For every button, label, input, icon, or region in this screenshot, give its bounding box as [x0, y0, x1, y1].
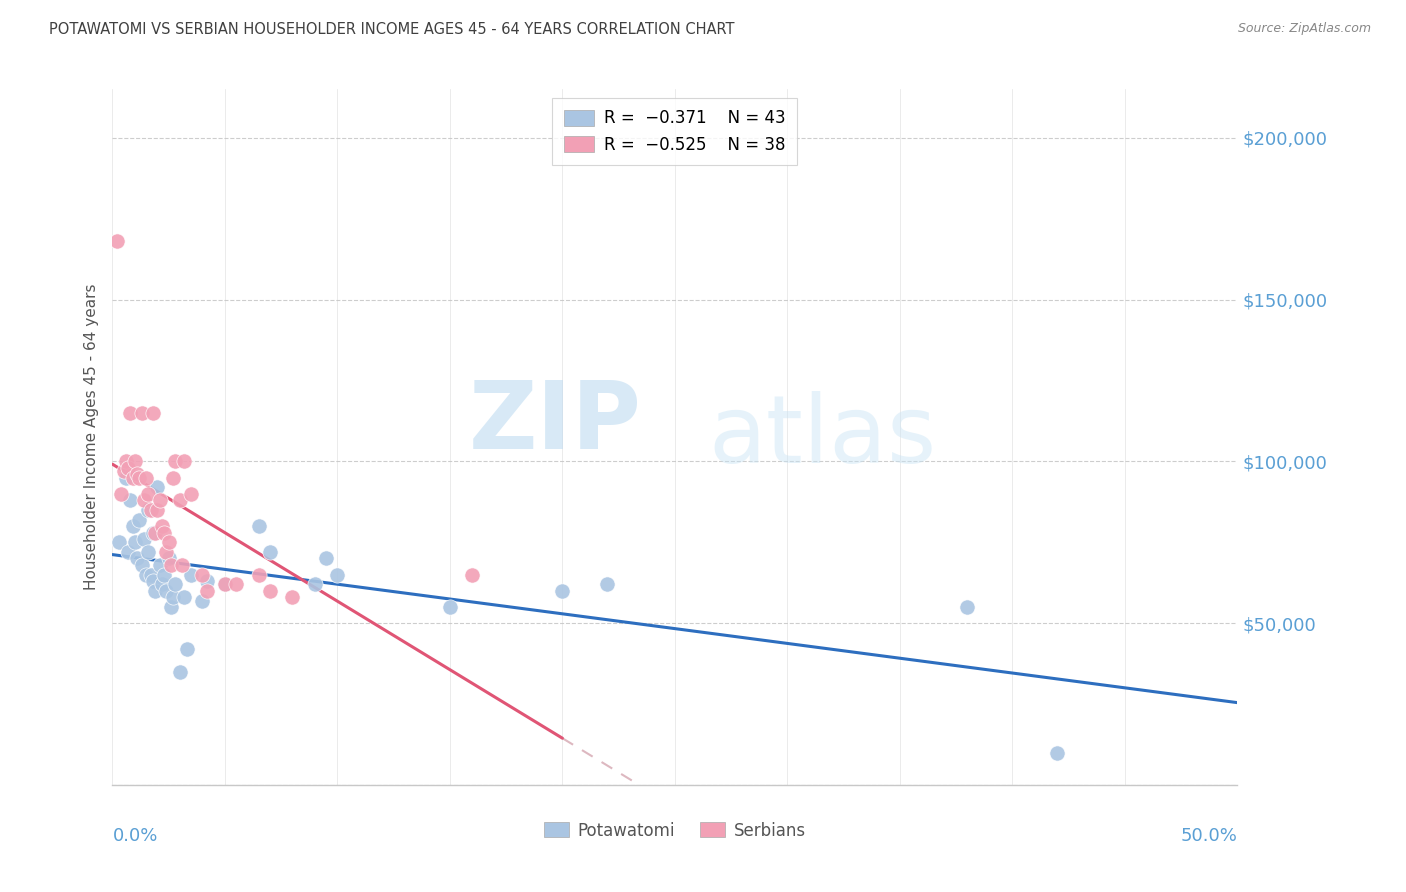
- Point: [143, 583, 166, 598]
- Point: [139, 567, 162, 582]
- Point: [214, 577, 236, 591]
- Point: [160, 599, 183, 614]
- Point: [146, 503, 169, 517]
- Point: [259, 583, 281, 598]
- Point: [195, 574, 218, 588]
- Point: [108, 535, 131, 549]
- Point: [142, 574, 165, 588]
- Point: [142, 525, 165, 540]
- Point: [169, 493, 191, 508]
- Point: [112, 464, 135, 478]
- Text: ZIP: ZIP: [468, 377, 641, 469]
- Point: [105, 235, 128, 249]
- Point: [132, 532, 155, 546]
- Point: [115, 470, 138, 484]
- Point: [214, 577, 236, 591]
- Point: [176, 642, 198, 657]
- Point: [195, 583, 218, 598]
- Point: [551, 583, 574, 598]
- Point: [162, 470, 184, 484]
- Text: Source: ZipAtlas.com: Source: ZipAtlas.com: [1237, 22, 1371, 36]
- Point: [110, 486, 132, 500]
- Point: [146, 480, 169, 494]
- Y-axis label: Householder Income Ages 45 - 64 years: Householder Income Ages 45 - 64 years: [84, 284, 100, 591]
- Text: POTAWATOMI VS SERBIAN HOUSEHOLDER INCOME AGES 45 - 64 YEARS CORRELATION CHART: POTAWATOMI VS SERBIAN HOUSEHOLDER INCOME…: [49, 22, 735, 37]
- Point: [247, 567, 270, 582]
- Point: [247, 519, 270, 533]
- Point: [149, 493, 172, 508]
- Point: [153, 525, 176, 540]
- Point: [326, 567, 349, 582]
- Point: [124, 535, 146, 549]
- Point: [165, 577, 187, 591]
- Point: [157, 535, 180, 549]
- Point: [132, 493, 155, 508]
- Point: [131, 558, 153, 572]
- Point: [135, 567, 157, 582]
- Point: [315, 551, 337, 566]
- Point: [124, 454, 146, 468]
- Point: [1046, 746, 1069, 760]
- Point: [160, 558, 183, 572]
- Point: [191, 567, 214, 582]
- Point: [162, 591, 184, 605]
- Point: [138, 503, 160, 517]
- Point: [149, 558, 172, 572]
- Point: [155, 583, 177, 598]
- Point: [121, 519, 143, 533]
- Point: [128, 513, 150, 527]
- Point: [115, 454, 138, 468]
- Point: [138, 486, 160, 500]
- Point: [121, 470, 143, 484]
- Point: [172, 558, 194, 572]
- Point: [191, 593, 214, 607]
- Text: 50.0%: 50.0%: [1181, 827, 1237, 845]
- Legend: R =  −0.371    N = 43, R =  −0.525    N = 38: R = −0.371 N = 43, R = −0.525 N = 38: [553, 97, 797, 165]
- Point: [439, 599, 461, 614]
- Point: [956, 599, 979, 614]
- Point: [180, 567, 202, 582]
- Text: 0.0%: 0.0%: [112, 827, 157, 845]
- Point: [157, 551, 180, 566]
- Point: [281, 591, 304, 605]
- Point: [142, 406, 165, 420]
- Point: [143, 525, 166, 540]
- Point: [173, 591, 195, 605]
- Point: [117, 460, 139, 475]
- Text: atlas: atlas: [709, 391, 936, 483]
- Point: [127, 467, 149, 482]
- Point: [128, 470, 150, 484]
- Point: [120, 493, 142, 508]
- Point: [135, 470, 157, 484]
- Point: [169, 665, 191, 679]
- Point: [138, 545, 160, 559]
- Point: [165, 454, 187, 468]
- Point: [461, 567, 484, 582]
- Point: [180, 486, 202, 500]
- Point: [173, 454, 195, 468]
- Point: [131, 406, 153, 420]
- Point: [127, 551, 149, 566]
- Point: [596, 577, 619, 591]
- Point: [153, 567, 176, 582]
- Point: [304, 577, 326, 591]
- Point: [155, 545, 177, 559]
- Point: [225, 577, 247, 591]
- Point: [120, 406, 142, 420]
- Point: [150, 519, 173, 533]
- Point: [150, 577, 173, 591]
- Point: [259, 545, 281, 559]
- Point: [117, 545, 139, 559]
- Point: [139, 503, 162, 517]
